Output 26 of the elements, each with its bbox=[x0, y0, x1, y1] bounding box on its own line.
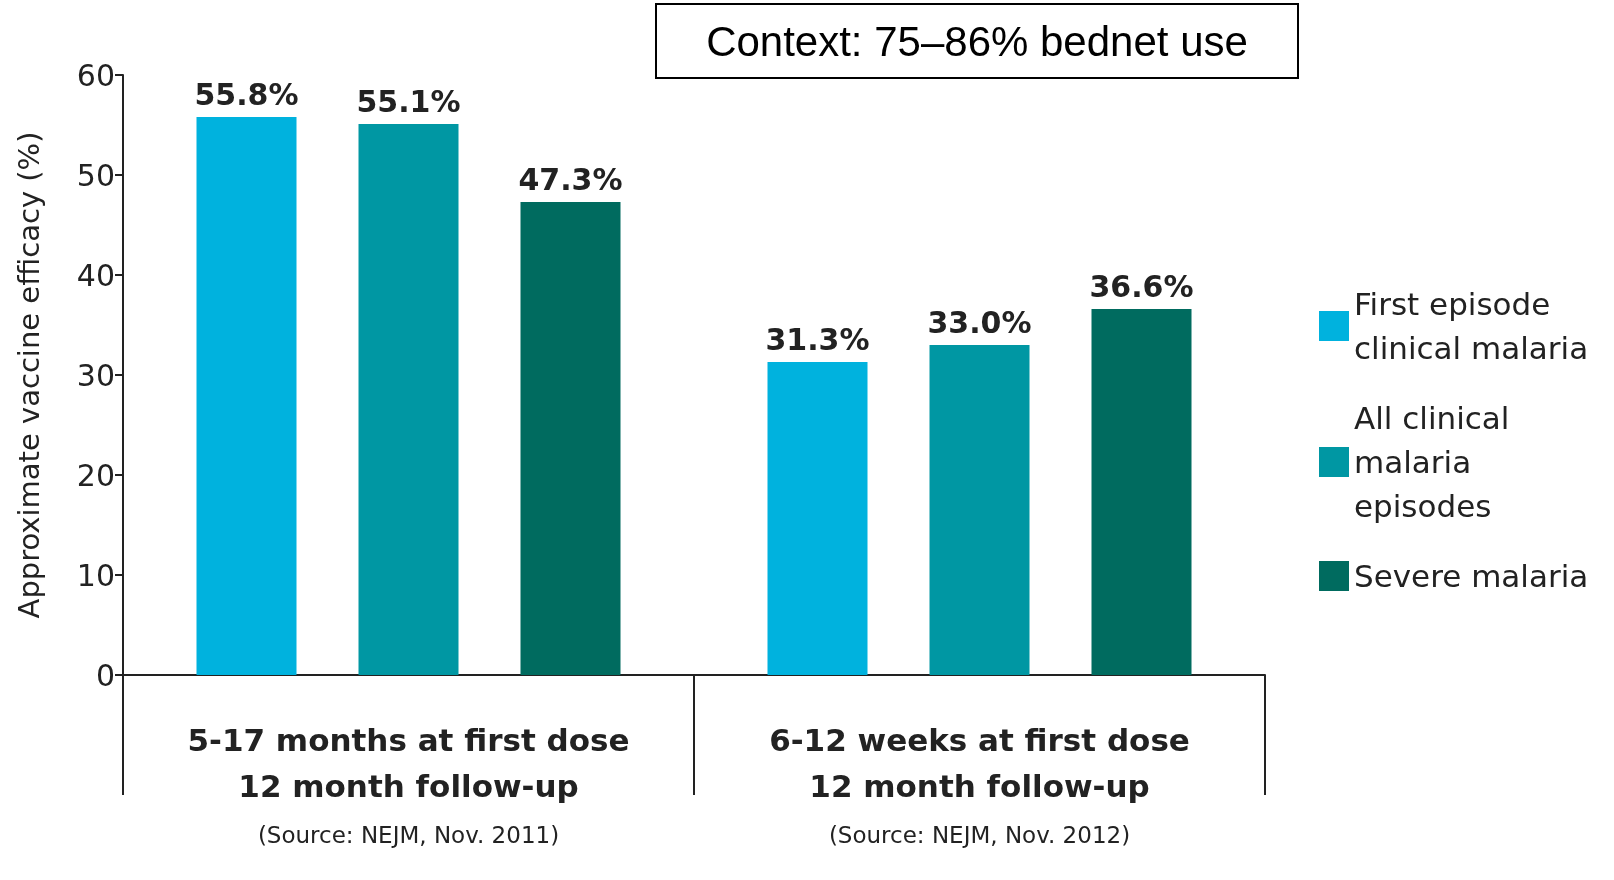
data-label: 36.6% bbox=[1089, 268, 1194, 304]
data-label: 55.8% bbox=[194, 76, 299, 112]
y-axis-title: Approximate vaccine efficacy (%) bbox=[11, 131, 46, 619]
y-tick-label: 30 bbox=[76, 357, 115, 393]
data-label: 33.0% bbox=[927, 304, 1032, 340]
data-label: 31.3% bbox=[765, 321, 870, 357]
y-tick-label: 50 bbox=[76, 157, 115, 193]
bar bbox=[1091, 309, 1192, 675]
data-label: 55.1% bbox=[356, 83, 461, 119]
data-label: 47.3% bbox=[518, 161, 623, 197]
bar bbox=[520, 202, 621, 675]
text: Context: 75–86% bednet use bbox=[706, 17, 1248, 65]
x-tick-label: 5-17 months at first dose 12 month follow-up (Source: NEJM, Nov. 2011) bbox=[187, 722, 630, 848]
y-tick-label: 10 bbox=[76, 557, 115, 593]
y-tick-label: 0 bbox=[95, 657, 115, 693]
x-tick-label: 6-12 weeks at first dose 12 month follow-up (Source: NEJM, Nov. 2012) bbox=[769, 722, 1190, 848]
legend-label: All clinical malaria episodes bbox=[1354, 400, 1520, 524]
bar bbox=[358, 124, 459, 675]
bar bbox=[929, 345, 1030, 675]
legend-label: Severe malaria bbox=[1354, 558, 1589, 594]
y-tick-label: 40 bbox=[76, 257, 115, 293]
y-tick-label: 60 bbox=[76, 57, 115, 93]
legend-label: First episode clinical malaria bbox=[1354, 286, 1589, 366]
bar bbox=[196, 117, 297, 675]
y-tick-label: 20 bbox=[76, 457, 115, 493]
bar bbox=[767, 362, 868, 675]
